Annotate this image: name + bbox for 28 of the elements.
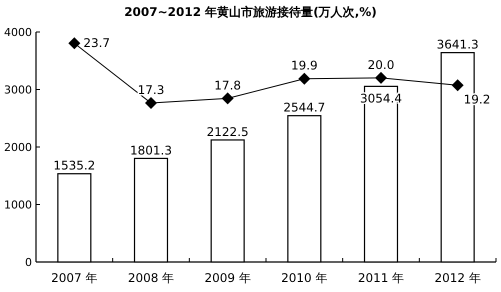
y-tick-label: 1000	[4, 198, 32, 212]
x-tick-label: 2010 年	[281, 271, 328, 285]
data-label: 17.3	[138, 83, 164, 98]
data-label: 2122.5	[206, 124, 249, 139]
data-label: 23.7	[83, 36, 110, 50]
x-tick-label: 2007 年	[51, 271, 98, 285]
x-tick-label: 2012 年	[434, 271, 481, 285]
data-label: 20.0	[368, 58, 394, 72]
data-label: 1801.3	[130, 143, 172, 158]
point	[452, 79, 464, 92]
point	[68, 37, 80, 50]
chart-title: 2007~2012 年黄山市旅游接待量(万人次,%)	[124, 5, 377, 19]
x-tick-label: 2008 年	[128, 271, 174, 285]
data-label: 1535.2	[53, 158, 96, 173]
x-tick-label: 2011 年	[358, 271, 404, 285]
data-label: 17.8	[214, 78, 242, 92]
y-tick-label: 4000	[4, 26, 32, 39]
point	[145, 97, 157, 110]
data-label: 19.9	[290, 58, 318, 73]
point	[375, 72, 387, 84]
data-label: 3641.3	[436, 38, 479, 52]
y-tick-label: 2000	[4, 141, 32, 154]
y-tick-label: 3000	[4, 84, 32, 96]
data-label: 2544.7	[283, 100, 326, 115]
x-tick-label: 2009 年	[204, 271, 251, 285]
point	[222, 92, 234, 104]
point	[298, 72, 310, 85]
y-tick-label: 0	[25, 256, 32, 269]
